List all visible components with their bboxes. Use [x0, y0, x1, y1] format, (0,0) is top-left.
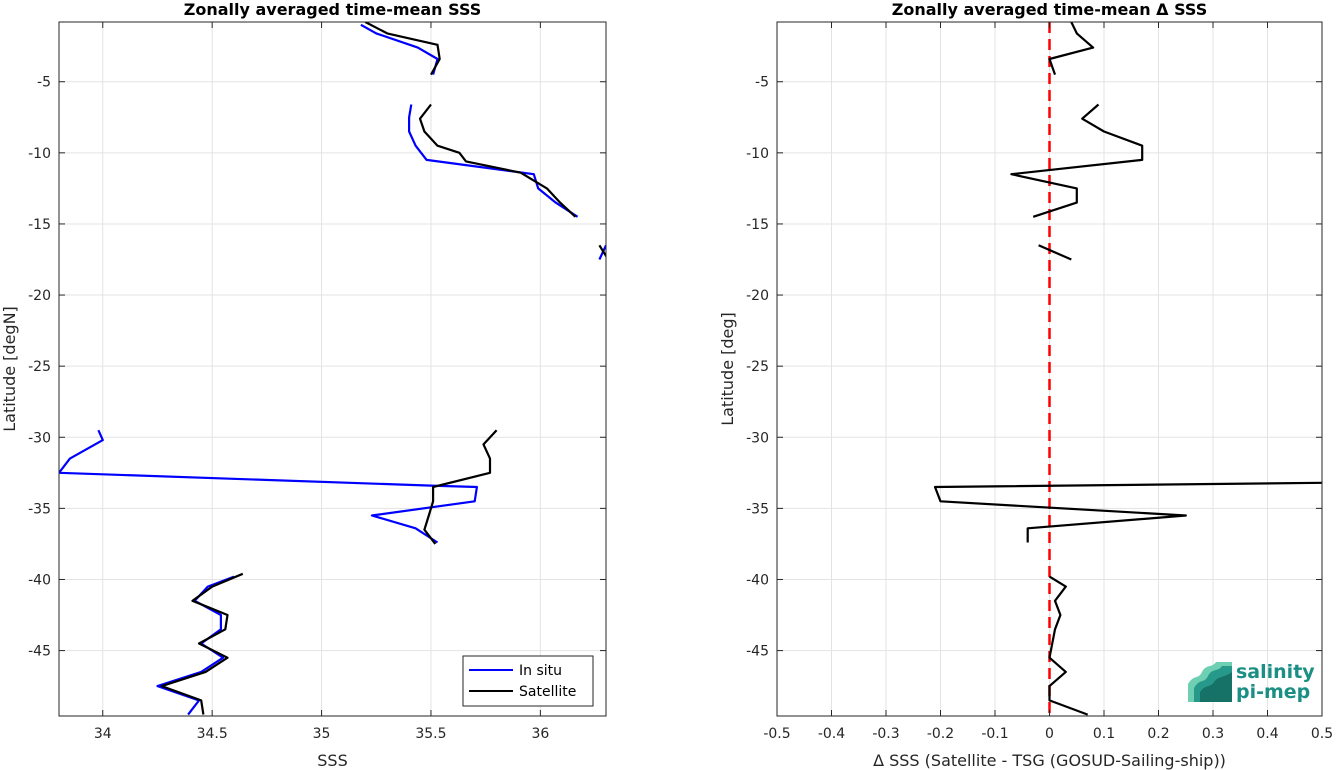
wave-icon: [1188, 662, 1232, 702]
sss-legend: In situ Satellite: [462, 655, 594, 707]
delta-ytick-label: -45: [746, 644, 769, 660]
delta-ytick-label: -20: [746, 288, 769, 304]
legend-label-in-situ: In situ: [519, 663, 562, 679]
delta-delta-line-segment-2: [1038, 244, 1072, 261]
sss-series-layer: [59, 22, 606, 716]
sss-y-label: Latitude [degN]: [0, 306, 19, 432]
delta-xtick-label: -0.3: [872, 726, 899, 742]
delta-series-layer: [933, 22, 1322, 716]
sss-x-label: SSS: [317, 751, 347, 770]
delta-delta-line-segment-4: [1048, 575, 1089, 716]
sss-title: Zonally averaged time-mean SSS: [184, 0, 482, 19]
delta-y-label: Latitude [deg]: [718, 312, 737, 426]
sss-ytick-label: -10: [28, 146, 51, 162]
sss-xtick-label: 35: [313, 726, 331, 742]
sss-in-situ-line-segment-1: [408, 104, 579, 218]
delta-xtick-label: -0.2: [927, 726, 954, 742]
logo-line-salinity: salinity: [1236, 661, 1315, 683]
delta-title: Zonally averaged time-mean Δ SSS: [892, 0, 1208, 19]
sss-axes-box: [58, 21, 607, 717]
delta-y-ticks: -5 -10 -15 -20 -25 -30 -35 -40 -45: [746, 75, 1322, 660]
delta-ytick-label: -10: [746, 146, 769, 162]
delta-ytick-label: -15: [746, 217, 769, 233]
delta-xtick-label: -0.4: [818, 726, 845, 742]
delta-xtick-label: 0.2: [1147, 726, 1169, 742]
legend-label-satellite: Satellite: [519, 684, 576, 700]
delta-xtick-label: 0.5: [1311, 726, 1333, 742]
sss-ytick-label: -5: [37, 75, 51, 91]
sss-ytick-label: -35: [28, 501, 51, 517]
sss-x-ticks: 34 34.5 35 35.5 36: [94, 22, 549, 742]
sss-satellite-line-segment-3: [423, 429, 498, 545]
sss-satellite-line-segment-2: [598, 244, 606, 259]
sss-ytick-label: -25: [28, 359, 51, 375]
delta-xtick-label: 0.1: [1093, 726, 1115, 742]
sss-in-situ-line-segment-0: [360, 23, 439, 75]
sss-satellite-line-segment-1: [418, 103, 577, 218]
legend-box: [462, 655, 594, 707]
delta-delta-line-segment-0: [1048, 22, 1095, 75]
sss-ytick-label: -30: [28, 430, 51, 446]
sss-ytick-label: -15: [28, 217, 51, 233]
sss-xtick-label: 36: [531, 726, 549, 742]
sss-gridlines: [59, 22, 606, 716]
delta-delta-line-segment-1: [1010, 103, 1144, 218]
delta-x-ticks: -0.5 -0.4 -0.3 -0.2 -0.1 0 0.1 0.2 0.3 0.4 0.5: [763, 22, 1333, 742]
delta-ytick-label: -40: [746, 572, 769, 588]
delta-xtick-label: 0: [1045, 726, 1054, 742]
sss-in-situ-line-segment-3: [59, 429, 478, 544]
delta-ytick-label: -30: [746, 430, 769, 446]
delta-sss-panel: -0.5 -0.4 -0.3 -0.2 -0.1 0 0.1 0.2 0.3 0.4 0.5 -5-…: [718, 0, 1333, 770]
delta-xtick-label: -0.1: [981, 726, 1008, 742]
delta-delta-line-segment-3: [933, 481, 1322, 543]
sss-ytick-label: -20: [28, 288, 51, 304]
delta-x-label: Δ SSS (Satellite - TSG (GOSUD-Sailing-sh…: [873, 751, 1226, 770]
sss-ytick-label: -40: [28, 572, 51, 588]
delta-ytick-label: -25: [746, 359, 769, 375]
sss-xtick-label: 34: [94, 726, 112, 742]
delta-xtick-label: 0.4: [1256, 726, 1278, 742]
delta-ytick-label: -5: [755, 75, 769, 91]
sss-ytick-label: -45: [28, 644, 51, 660]
delta-xtick-label: 0.3: [1202, 726, 1224, 742]
delta-xtick-label: -0.5: [763, 726, 790, 742]
sss-xtick-label: 34.5: [197, 726, 228, 742]
logo-line-pi-mep: pi-mep: [1236, 681, 1310, 703]
delta-ytick-label: -35: [746, 501, 769, 517]
salinity-pi-mep-logo: salinity pi-mep: [1188, 661, 1315, 703]
sss-satellite-line-segment-0: [364, 22, 441, 76]
sss-panel: 34 34.5 35 35.5 36 -5 -10 -15 -20 -25 -30 -35 -40 -4…: [0, 0, 607, 770]
sss-xtick-label: 35.5: [415, 726, 446, 742]
sss-satellite-line-segment-4: [160, 572, 244, 715]
sss-y-ticks: -5 -10 -15 -20 -25 -30 -35 -40 -45: [28, 75, 606, 660]
